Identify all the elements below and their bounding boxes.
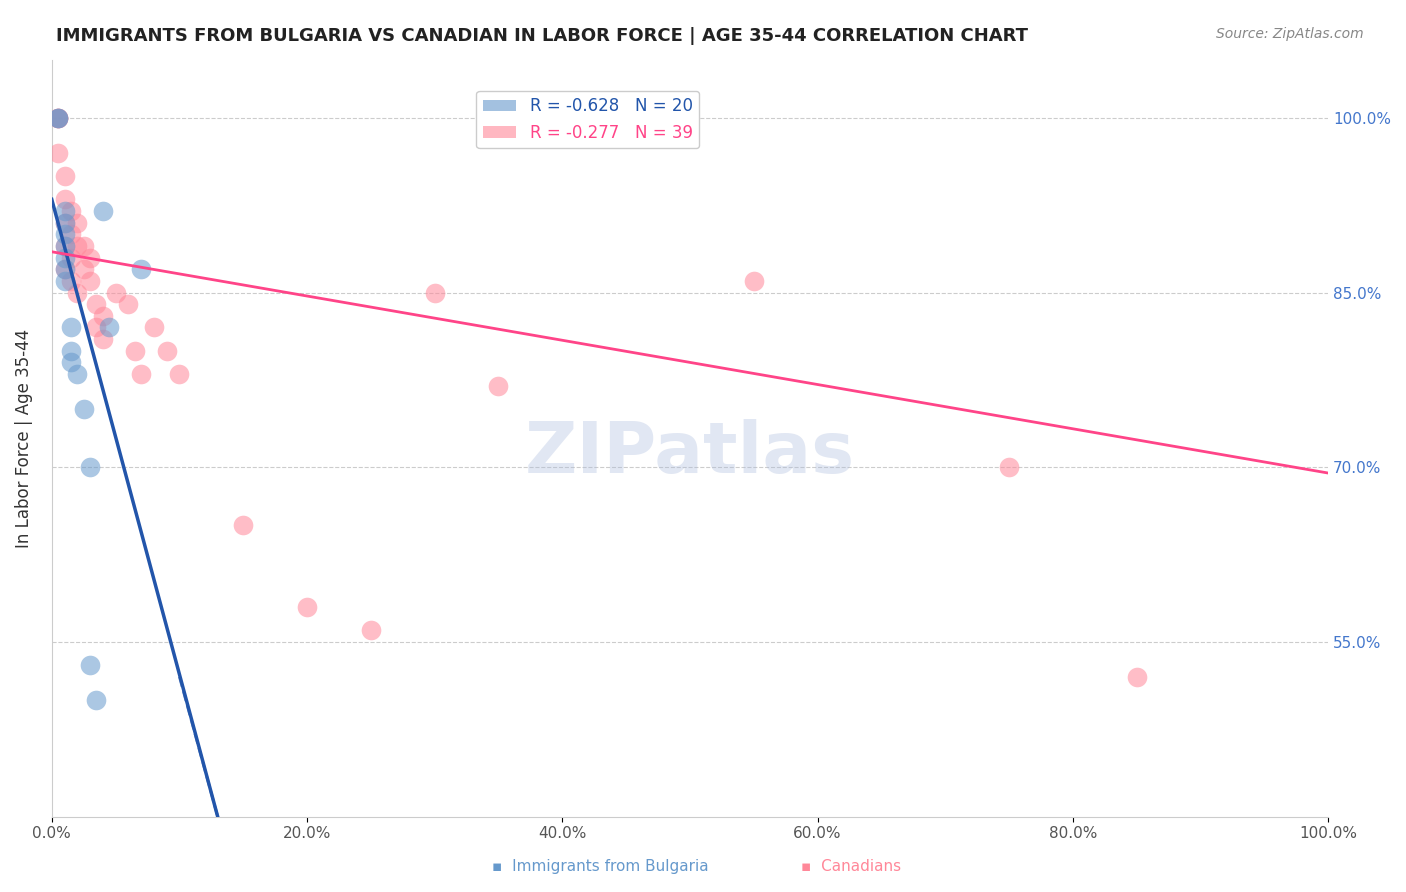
Point [73,402,96,417]
Point [53,274,76,288]
Point [53,239,76,253]
Point [59,343,82,358]
Point [53,262,76,277]
Point [79,460,101,475]
Point [46,111,69,125]
Point [66,367,89,381]
Point [129,367,152,381]
Point [59,204,82,219]
Point [91,309,114,323]
Point [59,251,82,265]
Point [295,599,318,614]
Text: ▪  Immigrants from Bulgaria: ▪ Immigrants from Bulgaria [492,859,709,874]
Point [232,518,254,533]
Point [53,227,76,242]
Point [104,285,127,300]
Point [98,320,121,334]
Point [142,320,165,334]
Point [1125,670,1147,684]
Point [91,332,114,346]
Point [91,204,114,219]
Point [53,239,76,253]
Point [169,367,191,381]
Point [53,216,76,230]
Point [46,145,69,160]
Point [488,378,510,392]
Point [998,460,1021,475]
Text: ZIPatlas: ZIPatlas [524,418,855,488]
Point [423,285,446,300]
Legend: R = -0.628   N = 20, R = -0.277   N = 39: R = -0.628 N = 20, R = -0.277 N = 39 [477,91,699,148]
Text: IMMIGRANTS FROM BULGARIA VS CANADIAN IN LABOR FORCE | AGE 35-44 CORRELATION CHAR: IMMIGRANTS FROM BULGARIA VS CANADIAN IN … [56,27,1028,45]
Point [129,262,152,277]
Point [73,262,96,277]
Point [53,204,76,219]
Point [66,216,89,230]
Point [86,693,108,707]
Point [117,297,139,311]
Y-axis label: In Labor Force | Age 35-44: In Labor Force | Age 35-44 [15,328,32,548]
Text: Source: ZipAtlas.com: Source: ZipAtlas.com [1216,27,1364,41]
Point [79,251,101,265]
Point [86,320,108,334]
Point [79,658,101,673]
Point [53,169,76,183]
Point [79,274,101,288]
Point [53,262,76,277]
Point [86,297,108,311]
Point [73,239,96,253]
Point [53,251,76,265]
Point [156,343,179,358]
Text: ▪  Canadians: ▪ Canadians [801,859,901,874]
Point [59,227,82,242]
Point [59,320,82,334]
Point [742,274,765,288]
Point [66,239,89,253]
Point [53,192,76,206]
Point [59,274,82,288]
Point [46,111,69,125]
Point [46,111,69,125]
Point [66,285,89,300]
Point [124,343,146,358]
Point [46,111,69,125]
Point [53,216,76,230]
Point [46,111,69,125]
Point [360,624,382,638]
Point [59,355,82,369]
